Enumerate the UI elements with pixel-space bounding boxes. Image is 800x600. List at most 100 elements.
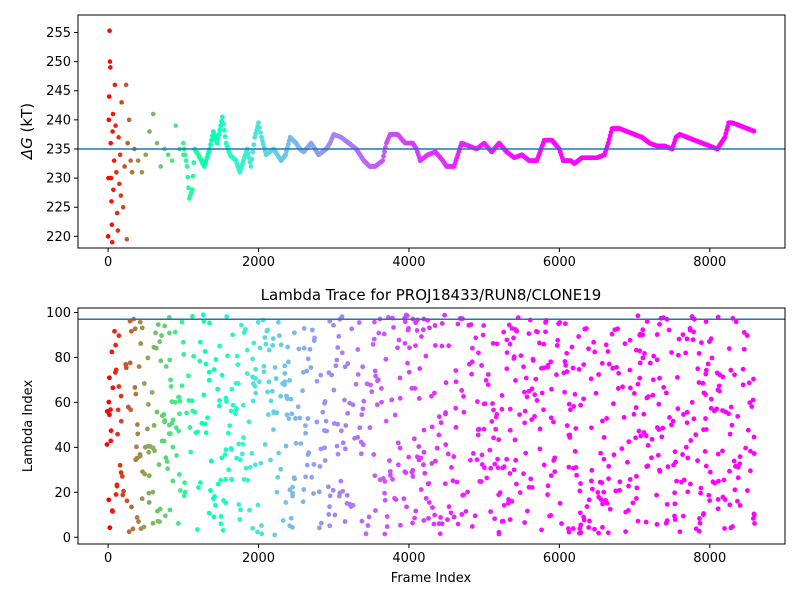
lambda-point (621, 414, 627, 420)
lambda-point (410, 474, 416, 479)
lambda-point (383, 356, 389, 362)
top-y-axis-label: ΔG (kT) (18, 103, 36, 160)
lambda-point (513, 378, 518, 383)
lambda-point (134, 515, 140, 520)
lambda-point (290, 525, 295, 530)
lambda-point (170, 478, 176, 484)
lambda-point (507, 406, 513, 412)
lambda-point (355, 372, 361, 377)
delta-g-point (220, 114, 225, 120)
lambda-point (588, 376, 594, 382)
lambda-point (117, 462, 123, 468)
lambda-point (589, 425, 594, 431)
lambda-point (726, 346, 732, 351)
lambda-point (239, 451, 245, 457)
lambda-point (311, 491, 316, 496)
lambda-point (268, 398, 274, 404)
lambda-point (188, 449, 194, 455)
lambda-point (432, 512, 438, 518)
lambda-point (379, 399, 384, 405)
lambda-point (501, 502, 507, 508)
lambda-point (469, 524, 475, 529)
lambda-point (229, 386, 235, 392)
y-tick-label: 0 (63, 531, 71, 546)
lambda-point (698, 490, 704, 496)
lambda-point (162, 323, 168, 329)
lambda-point (527, 317, 533, 323)
lambda-point (504, 337, 510, 343)
lambda-point (541, 407, 546, 413)
lambda-point (129, 328, 134, 334)
lambda-point (108, 438, 114, 444)
lambda-point (368, 382, 373, 388)
lambda-point (705, 361, 711, 367)
lambda-point (177, 411, 182, 417)
lambda-point (589, 467, 595, 473)
lambda-point (233, 407, 239, 413)
lambda-point (699, 340, 704, 346)
lambda-point (389, 397, 395, 403)
lambda-point (182, 489, 188, 495)
lambda-point (751, 451, 757, 456)
lambda-point (240, 402, 246, 408)
lambda-point (537, 340, 542, 346)
delta-g-point (158, 164, 164, 169)
lambda-point (432, 343, 438, 348)
lambda-point (206, 377, 212, 383)
lambda-point (640, 327, 646, 333)
lambda-point (119, 473, 125, 479)
delta-g-point (114, 210, 120, 216)
lambda-point (606, 476, 611, 482)
delta-g-point (182, 152, 188, 158)
lambda-point (747, 468, 753, 474)
lambda-point (495, 465, 501, 471)
delta-g-point (184, 164, 190, 169)
lambda-point (703, 319, 709, 325)
lambda-point (473, 335, 479, 341)
lambda-point (276, 319, 281, 325)
lambda-point (638, 433, 644, 439)
lambda-point (203, 430, 209, 436)
lambda-point (751, 376, 756, 382)
lambda-point (728, 404, 734, 410)
lambda-point (431, 521, 437, 527)
lambda-point (278, 466, 284, 472)
lambda-point (481, 323, 487, 328)
lambda-point (327, 493, 333, 499)
lambda-point (732, 372, 737, 378)
lambda-point (401, 496, 407, 502)
lambda-point (340, 440, 346, 446)
lambda-point (453, 405, 459, 411)
lambda-point (304, 462, 310, 468)
lambda-point (488, 465, 494, 471)
delta-g-point (382, 149, 387, 155)
lambda-point (702, 449, 708, 454)
lambda-point (586, 497, 592, 503)
lambda-point (382, 490, 387, 496)
delta-g-point (109, 239, 115, 245)
delta-g-point (108, 175, 114, 181)
lambda-point (407, 345, 412, 351)
lambda-point (703, 463, 709, 469)
lambda-point (645, 463, 651, 469)
lambda-point (154, 409, 160, 415)
lambda-point (164, 459, 170, 464)
delta-g-point (190, 173, 196, 179)
lambda-point (296, 346, 302, 352)
lambda-point (715, 497, 721, 502)
lambda-point (577, 488, 583, 494)
delta-g-point (111, 158, 117, 163)
lambda-point (619, 446, 625, 452)
lambda-point (513, 457, 519, 463)
lambda-point (633, 405, 639, 410)
lambda-point (572, 448, 578, 454)
lambda-point (455, 321, 461, 327)
lambda-point (521, 364, 526, 370)
lambda-point (423, 353, 429, 359)
lambda-point (581, 517, 587, 523)
lambda-point (397, 445, 403, 451)
lambda-point (721, 477, 727, 483)
lambda-point (737, 502, 743, 508)
y-tick-label: 245 (46, 84, 71, 99)
lambda-point (275, 474, 281, 480)
